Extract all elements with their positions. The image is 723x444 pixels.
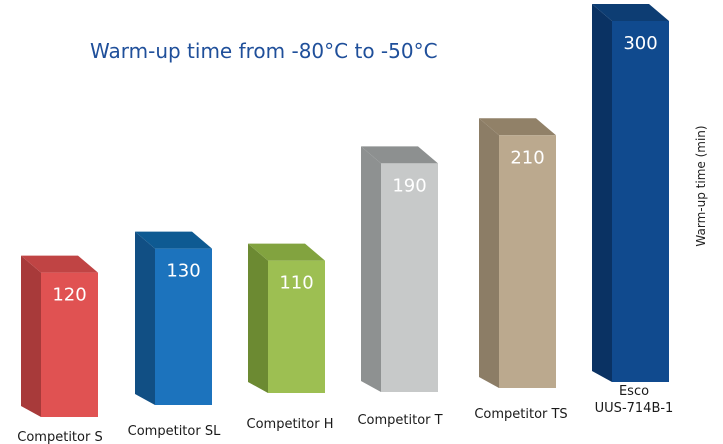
category-label: Esco UUS-714B-1 — [595, 384, 674, 416]
bar-1: 130 — [135, 231, 212, 405]
bar-value-label: 210 — [510, 147, 544, 168]
bar-top-face — [592, 4, 669, 21]
bar-value-label: 190 — [392, 175, 426, 196]
category-labels-group: Competitor S Competitor SL Competitor H Com… — [17, 384, 673, 444]
bar-top-face — [21, 255, 98, 273]
category-label: Competitor T — [357, 413, 442, 428]
bar-top-face — [361, 146, 438, 164]
bar-front-face — [499, 135, 556, 388]
bar-0: 120 — [21, 255, 98, 417]
category-label: Competitor SL — [128, 424, 221, 439]
bar-side-face — [361, 146, 381, 392]
bar-front-face — [381, 163, 438, 392]
bar-2: 110 — [248, 243, 325, 393]
bar-top-face — [248, 243, 325, 261]
bar-side-face — [479, 118, 499, 389]
bar-value-label: 130 — [166, 261, 200, 282]
bar-side-face — [135, 231, 155, 405]
bars-group: 120 130 110 190 210 300 — [21, 4, 669, 417]
bar-side-face — [248, 243, 268, 393]
bar-side-face — [21, 255, 41, 417]
bar-front-face — [155, 248, 212, 405]
category-label: Competitor H — [247, 417, 334, 432]
bar-front-face — [612, 21, 669, 382]
chart-title: Warm-up time from -80°C to -50°C — [90, 39, 438, 63]
bar-4: 210 — [479, 118, 556, 389]
bar-front-face — [268, 260, 325, 393]
bar-top-face — [135, 231, 212, 249]
bar-front-face — [41, 272, 98, 417]
bar-5: 300 — [592, 4, 669, 382]
bar-3: 190 — [361, 146, 438, 392]
category-label: Competitor TS — [474, 407, 567, 422]
bar-value-label: 300 — [623, 33, 657, 54]
category-label: Competitor S — [17, 430, 102, 444]
y-axis-label: Warm-up time (min) — [694, 125, 708, 246]
bar-value-label: 110 — [279, 273, 313, 294]
bar-top-face — [479, 118, 556, 136]
bar-side-face — [592, 4, 612, 382]
bar-value-label: 120 — [52, 285, 86, 306]
